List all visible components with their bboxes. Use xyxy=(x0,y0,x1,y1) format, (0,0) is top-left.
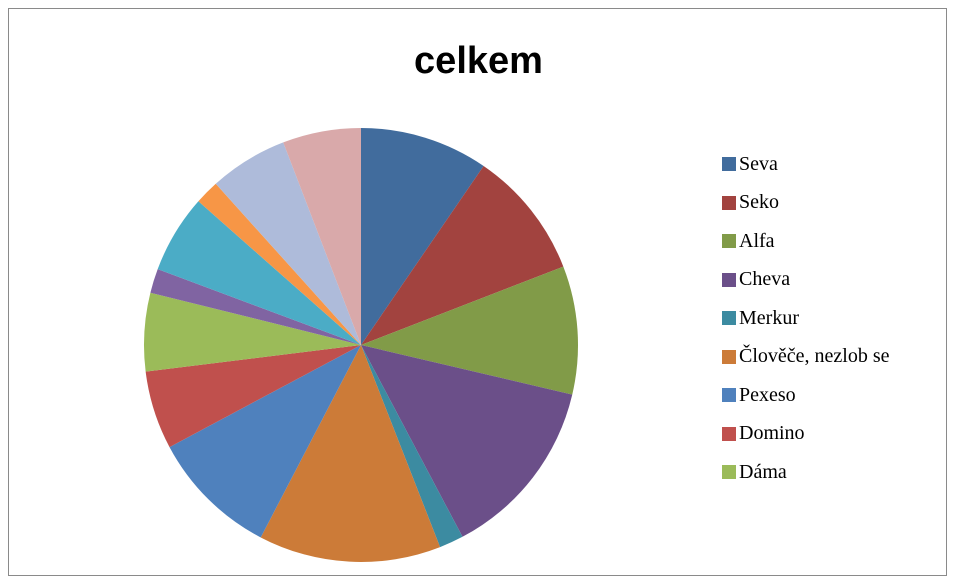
pie-slice-d-ma xyxy=(144,292,361,372)
legend-label: Alfa xyxy=(739,229,775,252)
pie-slice-unlabeled-12 xyxy=(215,142,361,345)
pie-slice-cheva xyxy=(361,345,573,537)
legend-item: Cheva xyxy=(722,261,952,300)
pie-slice-pexeso xyxy=(169,345,361,538)
legend-label: Dáma xyxy=(739,460,787,483)
legend-swatch xyxy=(722,195,736,210)
legend-item: Člověče, nezlob se xyxy=(722,338,952,377)
legend-item: Dáma xyxy=(722,453,952,492)
pie-slice-unlabeled-13 xyxy=(283,128,361,345)
legend-swatch xyxy=(722,388,736,403)
legend-swatch xyxy=(722,426,736,441)
legend-label: Pexeso xyxy=(739,383,796,406)
legend-item: Domino xyxy=(722,415,952,454)
pie-slice-unlabeled-9 xyxy=(150,269,361,345)
legend-item: Alfa xyxy=(722,222,952,261)
chart-legend: Seva Seko Alfa Cheva Merkur Člověče, nezlob s… xyxy=(722,145,952,492)
legend-swatch xyxy=(722,234,736,249)
legend-swatch xyxy=(722,465,736,480)
pie-slice-unlabeled-10 xyxy=(157,201,361,345)
pie-slice-unlabeled-11 xyxy=(198,183,361,345)
pie-slice-seva xyxy=(361,128,484,345)
legend-label: Domino xyxy=(739,422,805,445)
pie-slice-seko xyxy=(361,165,564,345)
pie-slice-domino xyxy=(145,345,361,448)
legend-label: Člověče, nezlob se xyxy=(739,345,890,368)
legend-label: Seva xyxy=(739,152,778,175)
legend-swatch xyxy=(722,157,736,172)
pie-slice-merkur xyxy=(361,345,463,548)
legend-item: Seva xyxy=(722,145,952,184)
pie-slices xyxy=(144,128,578,562)
legend-label: Cheva xyxy=(739,268,791,291)
pie-slice--lov-e-nezlob-se xyxy=(260,345,441,562)
chart-title: celkem xyxy=(414,40,543,82)
legend-swatch xyxy=(722,349,736,364)
legend-swatch xyxy=(722,311,736,326)
pie-slice-alfa xyxy=(361,266,578,395)
legend-label: Merkur xyxy=(739,306,799,329)
legend-item: Pexeso xyxy=(722,376,952,415)
legend-item: Merkur xyxy=(722,299,952,338)
legend-label: Seko xyxy=(739,191,779,214)
legend-swatch xyxy=(722,272,736,287)
legend-item: Seko xyxy=(722,184,952,223)
